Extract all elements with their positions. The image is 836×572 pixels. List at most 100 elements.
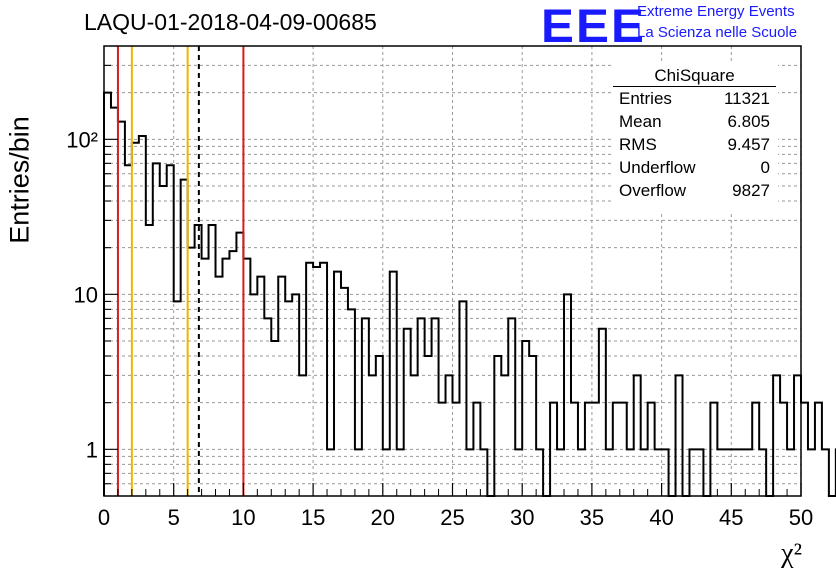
histogram-bin <box>501 375 508 496</box>
histogram-bin <box>334 272 341 496</box>
histogram-bin <box>153 163 160 496</box>
histogram-bin <box>641 449 648 496</box>
eee-logo: EEE <box>541 0 647 52</box>
x-tick-label: 15 <box>301 505 325 530</box>
histogram-bin <box>418 318 425 496</box>
histogram-bin <box>209 225 216 496</box>
histogram-bin <box>634 375 641 496</box>
histogram-bin <box>188 248 195 496</box>
stats-value: 6.805 <box>727 112 770 131</box>
histogram-bin <box>808 449 815 496</box>
histogram-bin <box>494 356 501 496</box>
y-axis-label: Entries/bin <box>4 116 35 244</box>
stats-row: Overflow 9827 <box>611 179 778 202</box>
stats-value: 11321 <box>723 89 770 108</box>
histogram-bin <box>425 356 432 496</box>
histogram-bin <box>599 329 606 496</box>
stats-row: Underflow 0 <box>611 156 778 179</box>
histogram-bin <box>181 180 188 496</box>
histogram-bin <box>139 136 146 496</box>
histogram-bin <box>752 403 759 496</box>
histogram-bin <box>341 288 348 496</box>
histogram-bin <box>606 449 613 496</box>
histogram-bin <box>271 341 278 496</box>
histogram-bin <box>780 403 787 496</box>
stats-box: ChiSquare Entries 11321 Mean 6.805 RMS 9.45… <box>611 64 778 214</box>
histogram-bin <box>480 449 487 496</box>
x-tick-label: 20 <box>371 505 395 530</box>
histogram-bin <box>787 449 794 496</box>
histogram-bin <box>815 403 822 496</box>
histogram-bin <box>627 449 634 496</box>
stats-label: Mean <box>619 112 662 131</box>
logo-line-1: Extreme Energy Events <box>637 3 795 20</box>
histogram-bin <box>257 277 264 496</box>
histogram-bin <box>613 403 620 496</box>
histogram-bin <box>745 449 752 496</box>
histogram-bin <box>355 449 362 496</box>
histogram-bin <box>794 375 801 496</box>
stats-value: 9.457 <box>727 135 770 154</box>
histogram-bin <box>557 449 564 496</box>
histogram-bin <box>174 301 181 496</box>
histogram-bin <box>202 259 209 496</box>
histogram-bin <box>662 449 669 496</box>
axis-ticks: 0 5 10 15 20 25 30 35 40 45 50 1 10 10² <box>66 64 813 530</box>
histogram-bin <box>731 449 738 496</box>
stats-value: 0 <box>760 158 770 177</box>
histogram-bin <box>327 449 334 496</box>
histogram-bin <box>466 449 473 496</box>
y-tick-label: 10 <box>74 282 98 307</box>
histogram-bin <box>522 341 529 496</box>
histogram-bin <box>571 403 578 496</box>
histogram-bin <box>299 375 306 496</box>
y-tick-label: 10² <box>66 127 98 152</box>
histogram-bin <box>313 267 320 496</box>
x-tick-label: 45 <box>719 505 743 530</box>
stats-title: ChiSquare <box>613 64 776 87</box>
stats-label: Overflow <box>619 181 687 200</box>
x-axis-label: χ² <box>781 538 802 569</box>
histogram-bin <box>738 449 745 496</box>
histogram-bin <box>717 449 724 496</box>
x-tick-label: 0 <box>98 505 110 530</box>
stats-label: Underflow <box>619 158 696 177</box>
stats-row: Entries 11321 <box>611 87 778 110</box>
histogram-bin <box>369 375 376 496</box>
y-tick-label: 1 <box>86 437 98 462</box>
histogram-bin <box>564 294 571 496</box>
histogram-bin <box>167 165 174 496</box>
histogram-bin <box>222 259 229 496</box>
histogram-bin <box>362 318 369 496</box>
x-tick-label: 35 <box>580 505 604 530</box>
histogram-bin <box>508 318 515 496</box>
histogram-bin <box>536 449 543 496</box>
histogram-bin <box>710 403 717 496</box>
histogram-bin <box>822 449 829 496</box>
histogram-bin <box>696 449 703 496</box>
histogram-bin <box>111 108 118 496</box>
histogram-bin <box>724 449 731 496</box>
histogram-bin <box>160 186 167 496</box>
histogram-bin <box>292 294 299 496</box>
histogram-bin <box>125 165 132 496</box>
x-tick-label: 30 <box>510 505 534 530</box>
histogram-bin <box>264 318 271 496</box>
histogram-bin <box>592 403 599 496</box>
histogram-bin <box>773 375 780 496</box>
histogram-bin <box>236 233 243 496</box>
histogram-bin <box>216 277 223 496</box>
stats-value: 9827 <box>732 181 770 200</box>
histogram-bin <box>676 375 683 496</box>
histogram-bin <box>390 272 397 496</box>
x-tick-label: 40 <box>649 505 673 530</box>
histogram-bin <box>306 263 313 496</box>
histogram-bin <box>376 356 383 496</box>
histogram-bin <box>250 294 257 496</box>
x-tick-label: 10 <box>231 505 255 530</box>
histogram-bin <box>801 403 808 496</box>
stats-label: Entries <box>619 89 672 108</box>
histogram-bin <box>229 251 236 496</box>
histogram-bin <box>550 403 557 496</box>
